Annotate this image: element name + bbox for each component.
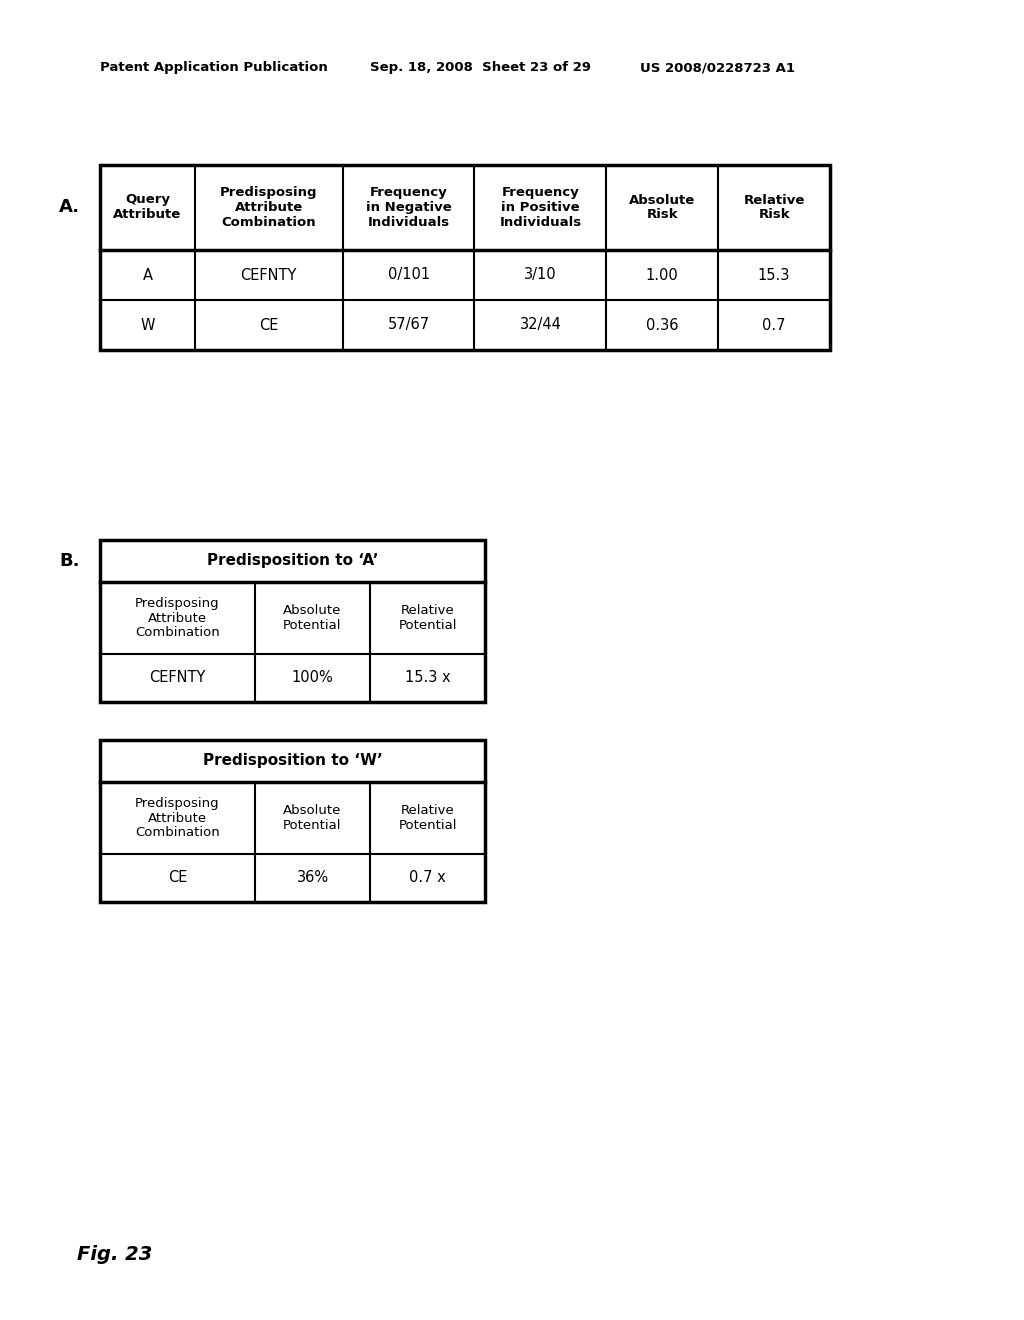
Text: Relative
Potential: Relative Potential xyxy=(398,605,457,632)
Text: Absolute
Potential: Absolute Potential xyxy=(284,605,342,632)
Text: CEFNTY: CEFNTY xyxy=(150,671,206,685)
Text: 0/101: 0/101 xyxy=(387,268,430,282)
Text: 0.36: 0.36 xyxy=(646,318,679,333)
Text: A.: A. xyxy=(58,198,80,216)
Text: CEFNTY: CEFNTY xyxy=(241,268,297,282)
Text: 57/67: 57/67 xyxy=(387,318,430,333)
Text: 0.7 x: 0.7 x xyxy=(410,870,445,886)
Text: CE: CE xyxy=(259,318,279,333)
Text: Predisposition to ‘W’: Predisposition to ‘W’ xyxy=(203,754,382,768)
Text: Frequency
in Negative
Individuals: Frequency in Negative Individuals xyxy=(366,186,452,228)
Text: Fig. 23: Fig. 23 xyxy=(78,1246,153,1265)
Text: A: A xyxy=(142,268,153,282)
Text: Frequency
in Positive
Individuals: Frequency in Positive Individuals xyxy=(500,186,582,228)
Text: B.: B. xyxy=(59,552,80,570)
Text: Patent Application Publication: Patent Application Publication xyxy=(100,62,328,74)
Text: Predisposing
Attribute
Combination: Predisposing Attribute Combination xyxy=(135,796,220,840)
Text: Sep. 18, 2008  Sheet 23 of 29: Sep. 18, 2008 Sheet 23 of 29 xyxy=(370,62,591,74)
Text: Relative
Potential: Relative Potential xyxy=(398,804,457,832)
Bar xyxy=(100,165,830,350)
Text: 32/44: 32/44 xyxy=(519,318,561,333)
Text: US 2008/0228723 A1: US 2008/0228723 A1 xyxy=(640,62,795,74)
Text: Relative
Risk: Relative Risk xyxy=(743,194,805,222)
Text: Absolute
Risk: Absolute Risk xyxy=(629,194,695,222)
Text: 1.00: 1.00 xyxy=(646,268,679,282)
Text: 100%: 100% xyxy=(292,671,334,685)
Text: Predisposing
Attribute
Combination: Predisposing Attribute Combination xyxy=(220,186,317,228)
Text: Query
Attribute: Query Attribute xyxy=(114,194,181,222)
Text: W: W xyxy=(140,318,155,333)
Text: Predisposing
Attribute
Combination: Predisposing Attribute Combination xyxy=(135,597,220,639)
Text: 0.7: 0.7 xyxy=(762,318,785,333)
Bar xyxy=(100,540,485,702)
Text: 15.3: 15.3 xyxy=(758,268,791,282)
Text: 36%: 36% xyxy=(296,870,329,886)
Text: 15.3 x: 15.3 x xyxy=(404,671,451,685)
Text: Predisposition to ‘A’: Predisposition to ‘A’ xyxy=(207,553,378,569)
Text: 3/10: 3/10 xyxy=(524,268,557,282)
Text: Absolute
Potential: Absolute Potential xyxy=(284,804,342,832)
Text: CE: CE xyxy=(168,870,187,886)
Bar xyxy=(100,741,485,902)
